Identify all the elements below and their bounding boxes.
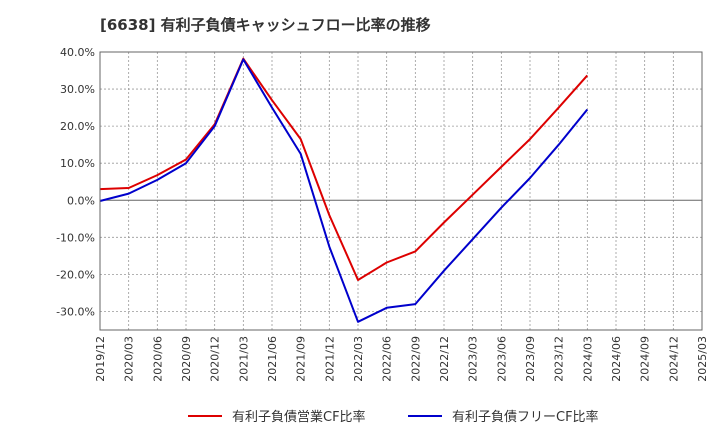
x-tick-label: 2022/09 (409, 336, 422, 382)
x-tick-label: 2020/03 (123, 336, 136, 382)
legend-label: 有利子負債フリーCF比率 (452, 410, 599, 425)
x-tick-label: 2021/09 (295, 336, 308, 382)
x-tick-label: 2023/12 (553, 336, 566, 382)
x-tick-label: 2024/09 (639, 336, 652, 382)
x-tick-label: 2019/12 (94, 336, 107, 382)
y-tick-label: -10.0% (56, 231, 95, 244)
legend-item-free-cf: 有利子負債フリーCF比率 (408, 406, 599, 425)
y-tick-label: -30.0% (56, 305, 95, 318)
x-tick-label: 2021/06 (266, 336, 279, 382)
x-axis-ticks: 2019/12 2020/03 2020/06 2020/09 2020/12 2021/… (94, 336, 709, 382)
legend-swatch-red (188, 414, 222, 417)
y-tick-label: 40.0% (60, 46, 95, 59)
x-tick-label: 2022/12 (438, 336, 451, 382)
x-tick-label: 2024/06 (610, 336, 623, 382)
chart-title: [6638] 有利子負債キャッシュフロー比率の推移 (100, 16, 431, 34)
x-tick-label: 2020/06 (151, 336, 164, 382)
x-tick-label: 2024/12 (667, 336, 680, 382)
series-lines (99, 57, 589, 323)
legend-swatch-blue (408, 414, 442, 417)
y-tick-label: 20.0% (60, 120, 95, 133)
x-tick-label: 2022/03 (352, 336, 365, 382)
y-axis-ticks: 40.0% 30.0% 20.0% 10.0% 0.0% -10.0% -20.0% -30.… (56, 46, 95, 318)
x-tick-label: 2022/06 (381, 336, 394, 382)
series-line-2 (99, 58, 589, 323)
x-tick-label: 2020/12 (209, 336, 222, 382)
x-tick-label: 2023/06 (495, 336, 508, 382)
legend: 有利子負債営業CF比率 有利子負債フリーCF比率 (0, 400, 720, 430)
legend-label: 有利子負債営業CF比率 (232, 410, 366, 425)
x-tick-label: 2023/03 (467, 336, 480, 382)
x-tick-label: 2023/09 (524, 336, 537, 382)
series-line-1 (99, 57, 589, 281)
x-tick-label: 2021/12 (323, 336, 336, 382)
x-tick-label: 2020/09 (180, 336, 193, 382)
x-tick-label: 2024/03 (581, 336, 594, 382)
y-tick-label: 30.0% (60, 83, 95, 96)
y-tick-label: 0.0% (67, 194, 95, 207)
x-tick-label: 2021/03 (237, 336, 250, 382)
line-chart: 40.0% 30.0% 20.0% 10.0% 0.0% -10.0% -20.0% -30.… (56, 46, 709, 382)
y-tick-label: 10.0% (60, 157, 95, 170)
grid-lines (99, 51, 703, 330)
plot-frame (99, 51, 703, 331)
y-tick-label: -20.0% (56, 268, 95, 281)
legend-item-operating-cf: 有利子負債営業CF比率 (188, 406, 366, 425)
x-tick-label: 2025/03 (696, 336, 709, 382)
